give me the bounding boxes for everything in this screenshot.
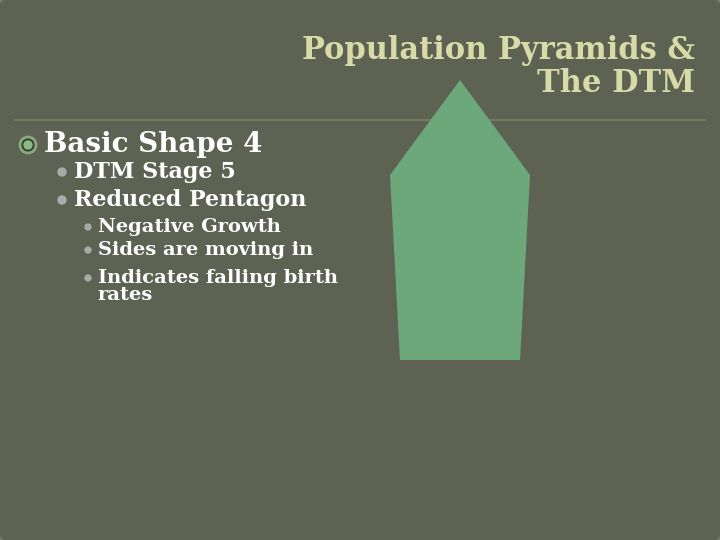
Text: rates: rates [98,286,153,304]
Text: Basic Shape 4: Basic Shape 4 [44,132,262,159]
Polygon shape [390,80,530,360]
Circle shape [85,224,91,230]
Circle shape [85,247,91,253]
Text: Negative Growth: Negative Growth [98,218,281,236]
Text: Population Pyramids &: Population Pyramids & [302,35,695,66]
Circle shape [58,196,66,204]
Text: Reduced Pentagon: Reduced Pentagon [74,189,307,211]
Text: Indicates falling birth: Indicates falling birth [98,269,338,287]
Text: DTM Stage 5: DTM Stage 5 [74,161,235,183]
Text: Sides are moving in: Sides are moving in [98,241,313,259]
Circle shape [85,275,91,281]
Circle shape [58,168,66,176]
Circle shape [24,141,32,149]
Circle shape [20,137,36,153]
Text: The DTM: The DTM [537,68,695,99]
